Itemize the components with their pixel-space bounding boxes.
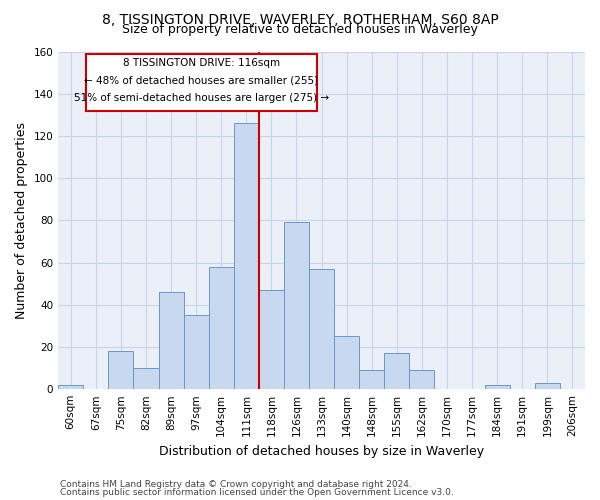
Bar	[535, 383, 560, 389]
Bar	[334, 336, 359, 389]
Bar	[409, 370, 434, 389]
Bar	[284, 222, 309, 389]
Bar	[385, 354, 409, 389]
X-axis label: Distribution of detached houses by size in Waverley: Distribution of detached houses by size …	[159, 444, 484, 458]
Bar	[109, 351, 133, 389]
Bar	[485, 385, 510, 389]
Bar	[133, 368, 158, 389]
Text: Contains public sector information licensed under the Open Government Licence v3: Contains public sector information licen…	[60, 488, 454, 497]
Bar	[309, 269, 334, 389]
Y-axis label: Number of detached properties: Number of detached properties	[15, 122, 28, 319]
Bar	[158, 292, 184, 389]
Bar	[58, 385, 83, 389]
Text: Contains HM Land Registry data © Crown copyright and database right 2024.: Contains HM Land Registry data © Crown c…	[60, 480, 412, 489]
Bar	[86, 54, 317, 110]
Bar	[234, 124, 259, 389]
Text: 8 TISSINGTON DRIVE: 116sqm: 8 TISSINGTON DRIVE: 116sqm	[122, 58, 280, 68]
Bar	[209, 267, 234, 389]
Bar	[359, 370, 385, 389]
Text: 51% of semi-detached houses are larger (275) →: 51% of semi-detached houses are larger (…	[74, 93, 329, 103]
Bar	[259, 290, 284, 389]
Text: Size of property relative to detached houses in Waverley: Size of property relative to detached ho…	[122, 24, 478, 36]
Text: 8, TISSINGTON DRIVE, WAVERLEY, ROTHERHAM, S60 8AP: 8, TISSINGTON DRIVE, WAVERLEY, ROTHERHAM…	[101, 12, 499, 26]
Text: ← 48% of detached houses are smaller (255): ← 48% of detached houses are smaller (25…	[84, 76, 318, 86]
Bar	[184, 316, 209, 389]
